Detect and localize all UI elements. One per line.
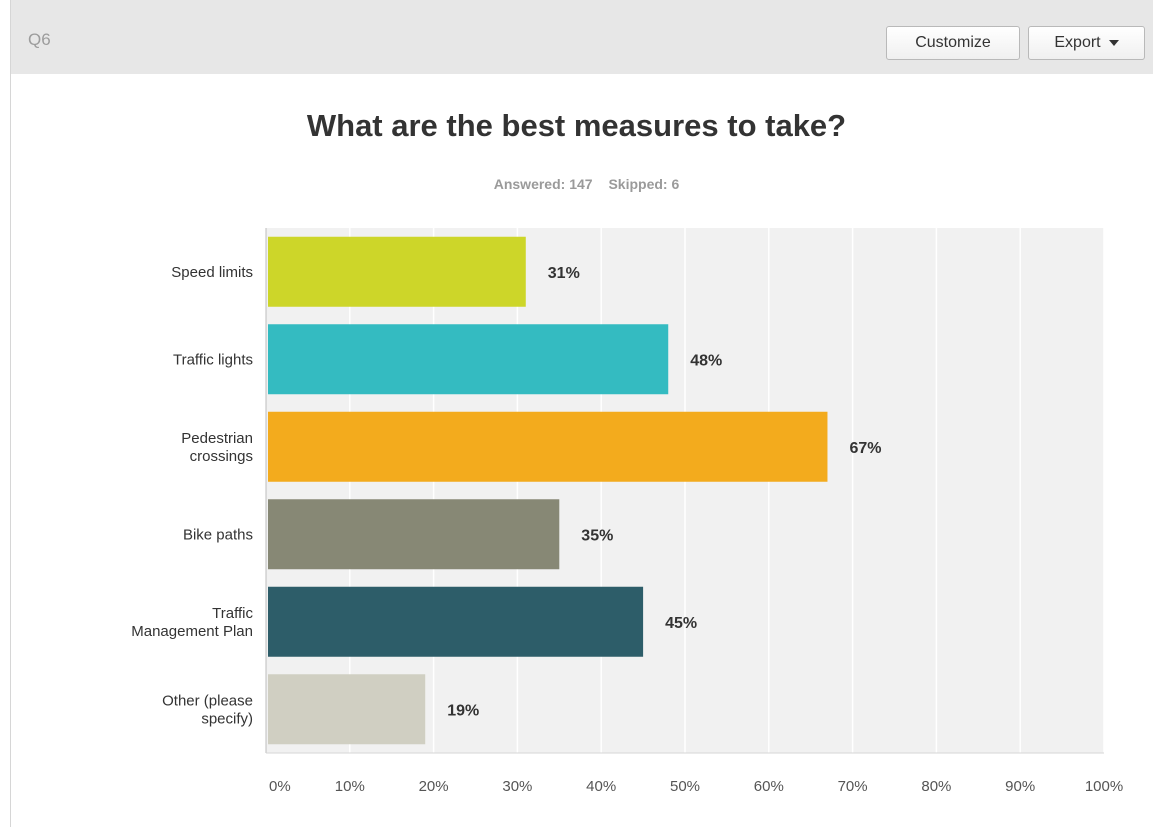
category-label: Pedestrian — [181, 430, 253, 447]
x-tick-label: 90% — [1005, 778, 1035, 795]
x-tick-label: 20% — [419, 778, 449, 795]
customize-label: Customize — [915, 34, 991, 51]
x-tick-label: 80% — [921, 778, 951, 795]
chart-title: What are the best measures to take? — [306, 108, 847, 143]
category-label: Other (please — [162, 692, 253, 709]
category-label: crossings — [190, 448, 253, 465]
category-label: Management Plan — [131, 623, 253, 640]
question-header: Q6 Customize Export — [11, 0, 1153, 74]
bar — [268, 674, 426, 745]
x-tick-label: 40% — [586, 778, 616, 795]
bar — [268, 236, 526, 307]
category-label: Speed limits — [171, 264, 253, 281]
category-label: specify) — [201, 710, 253, 727]
category-label: Traffic — [212, 605, 253, 622]
caret-down-icon — [1108, 40, 1119, 46]
x-tick-label: 0% — [269, 778, 291, 795]
x-tick-label: 50% — [670, 778, 700, 795]
x-tick-label: 60% — [754, 778, 784, 795]
answered-count: Answered: 147 — [493, 176, 593, 192]
category-label: Bike paths — [183, 526, 253, 543]
customize-button[interactable]: Customize — [886, 26, 1020, 60]
value-label: 67% — [849, 440, 881, 457]
category-label: Traffic lights — [173, 351, 253, 368]
value-label: 19% — [447, 702, 479, 719]
value-label: 48% — [690, 352, 722, 369]
question-number: Q6 — [28, 30, 51, 49]
response-stats: Answered: 147 Skipped: 6 — [0, 176, 1153, 192]
value-label: 35% — [581, 527, 613, 544]
bar — [268, 586, 644, 657]
x-tick-label: 10% — [335, 778, 365, 795]
x-tick-label: 30% — [502, 778, 532, 795]
x-tick-label: 70% — [838, 778, 868, 795]
value-label: 45% — [665, 615, 697, 632]
bar — [268, 324, 669, 395]
skipped-count: Skipped: 6 — [608, 176, 680, 192]
x-tick-label: 100% — [1085, 778, 1123, 795]
bar — [268, 499, 560, 570]
value-label: 31% — [548, 265, 580, 282]
export-label: Export — [1054, 34, 1101, 51]
export-button[interactable]: Export — [1028, 26, 1145, 60]
bar — [268, 411, 828, 482]
